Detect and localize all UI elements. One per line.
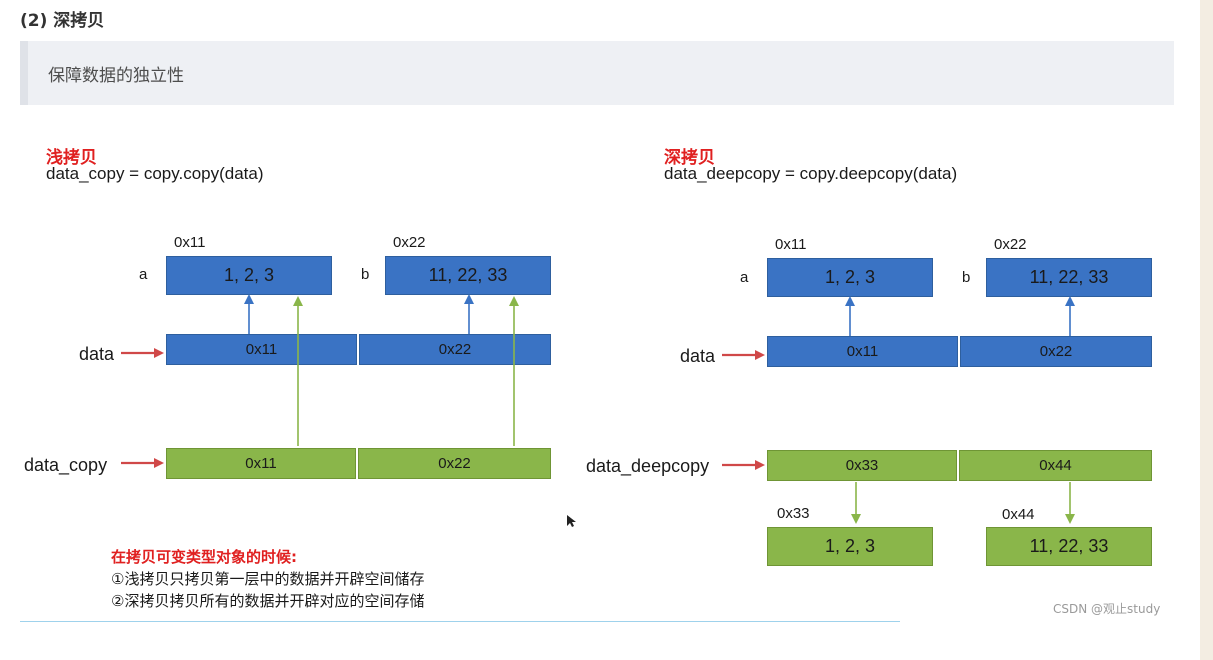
deep-data-to-b-arrow — [1065, 296, 1075, 336]
shallow-copy-code: data_copy = copy.copy(data) — [46, 164, 264, 183]
deep-list-a-value: 1, 2, 3 — [824, 267, 876, 287]
deep-list-a-box: 1, 2, 3 — [767, 258, 933, 297]
shallow-list-a-box: 1, 2, 3 — [166, 256, 332, 295]
watermark: CSDN @观止study — [1053, 602, 1161, 616]
deep-addr-b: 0x22 — [994, 236, 1027, 253]
deep-copy-label: data_deepcopy — [586, 456, 710, 476]
blockquote: 保障数据的独立性 — [20, 41, 1174, 105]
shallow-data-cell-2-text: 0x22 — [438, 341, 472, 358]
shallow-addr-a: 0x11 — [174, 234, 206, 251]
deep-data-cell-2-text: 0x22 — [1039, 343, 1073, 360]
deep-list-b-value: 11, 22, 33 — [1029, 267, 1109, 287]
shallow-copy-cell-2: 0x22 — [358, 448, 551, 479]
deep-copy-cell-1-text: 0x33 — [845, 457, 879, 474]
shallow-data-label: data — [79, 344, 115, 364]
page-edge-strip — [1200, 0, 1213, 660]
shallow-data-to-a-arrow — [244, 294, 254, 334]
shallow-list-b-value: 11, 22, 33 — [428, 265, 508, 285]
deep-new-list-a-box: 1, 2, 3 — [767, 527, 933, 566]
shallow-copy-label: data_copy — [24, 455, 108, 475]
shallow-data-cell-1-text: 0x11 — [245, 341, 278, 358]
deep-new-list-a-value: 1, 2, 3 — [824, 536, 876, 556]
deep-data-cell-2: 0x22 — [960, 336, 1152, 367]
deep-data-cell-1: 0x11 — [767, 336, 958, 367]
deep-copy-title: 深拷贝 — [664, 148, 715, 168]
deep-copy-to-new-b-arrow — [1065, 482, 1075, 524]
deep-copy-cell-2: 0x44 — [959, 450, 1152, 481]
deep-var-b: b — [962, 269, 971, 286]
shallow-copy-cell-2-text: 0x22 — [438, 455, 471, 472]
shallow-var-a: a — [139, 266, 148, 283]
deep-copy-code: data_deepcopy = copy.deepcopy(data) — [664, 164, 958, 183]
blockquote-text: 保障数据的独立性 — [48, 66, 184, 86]
deep-new-addr-b: 0x44 — [1002, 506, 1035, 523]
deep-data-pointer-arrow — [722, 350, 765, 360]
deep-copy-to-new-a-arrow — [851, 482, 861, 524]
bottom-rule — [20, 621, 900, 622]
shallow-var-b: b — [361, 266, 370, 283]
deep-copy-cell-2-text: 0x44 — [1039, 457, 1072, 474]
shallow-copy-title: 浅拷贝 — [46, 148, 97, 168]
section-heading: (2) 深拷贝 — [20, 11, 105, 31]
deep-data-to-a-arrow — [845, 296, 855, 336]
notes-line-1: ①浅拷贝只拷贝第一层中的数据并开辟空间储存 — [111, 570, 425, 588]
deep-copy-pointer-arrow — [722, 460, 765, 470]
mouse-cursor-icon — [567, 515, 576, 527]
shallow-copy-to-b-arrow — [509, 296, 519, 446]
shallow-copy-to-a-arrow — [293, 296, 303, 446]
shallow-addr-b: 0x22 — [393, 234, 426, 251]
deep-var-a: a — [740, 269, 749, 286]
shallow-copy-cell-1-text: 0x11 — [245, 455, 277, 472]
shallow-copy-cell-1: 0x11 — [166, 448, 356, 479]
deep-new-addr-a: 0x33 — [777, 505, 810, 522]
shallow-data-pointer-arrow — [121, 348, 164, 358]
deep-new-list-b-value: 11, 22, 33 — [1029, 536, 1109, 556]
deep-new-list-b-box: 11, 22, 33 — [986, 527, 1152, 566]
shallow-copy-pointer-arrow — [121, 458, 164, 468]
shallow-data-cell-2: 0x22 — [359, 334, 551, 365]
shallow-list-b-box: 11, 22, 33 — [385, 256, 551, 295]
shallow-list-a-value: 1, 2, 3 — [223, 265, 275, 285]
deep-addr-a: 0x11 — [775, 236, 807, 253]
deep-list-b-box: 11, 22, 33 — [986, 258, 1152, 297]
shallow-data-to-b-arrow — [464, 294, 474, 334]
shallow-data-cell-1: 0x11 — [166, 334, 357, 365]
deep-data-cell-1-text: 0x11 — [846, 343, 879, 360]
deep-data-label: data — [680, 346, 716, 366]
notes-title: 在拷贝可变类型对象的时候: — [111, 548, 297, 566]
deep-copy-cell-1: 0x33 — [767, 450, 957, 481]
notes-line-2: ②深拷贝拷贝所有的数据并开辟对应的空间存储 — [111, 592, 425, 610]
